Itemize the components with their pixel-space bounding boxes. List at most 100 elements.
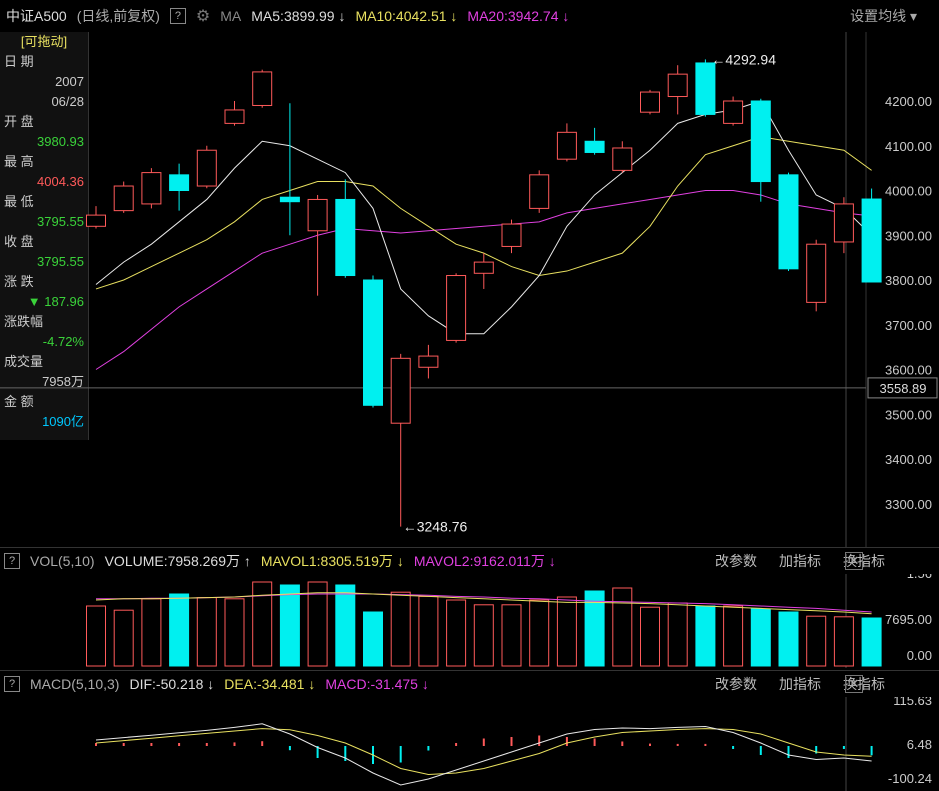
candle [778, 174, 799, 270]
vol-title: VOL(5,10) [30, 553, 95, 569]
macd-params-button[interactable]: 改参数 [715, 676, 757, 692]
candle [833, 203, 854, 243]
candle [307, 198, 328, 232]
macd-close-icon[interactable]: ✕ [845, 675, 863, 693]
macd-dea: DEA:-34.481 ↓ [224, 676, 316, 692]
volume-bar [861, 617, 882, 667]
vol-switch-indicator-button[interactable]: 换指标 [843, 553, 885, 569]
candle [529, 174, 550, 209]
help-icon[interactable]: ? [169, 8, 186, 24]
candle [196, 149, 217, 187]
price-tick-label: 3900.00 [885, 228, 932, 243]
volume-bar [750, 608, 771, 667]
candle [446, 275, 467, 341]
ohlc-info-panel[interactable]: [可拖动] 日 期 2007 06/28 开 盘 3980.93 最 高 400… [0, 32, 89, 440]
price-tick-label: 3600.00 [885, 363, 932, 378]
volume-bar [473, 604, 494, 667]
volume-bar [446, 599, 467, 667]
vol-help-icon[interactable]: ? [4, 553, 20, 569]
pct-label: 涨跌幅 [4, 314, 44, 329]
candle [279, 196, 300, 203]
candle [224, 109, 245, 124]
volume-bar [418, 595, 439, 667]
chart-mode: (日线,前复权) [76, 8, 160, 24]
change-label: 涨 跌 [4, 274, 34, 289]
volume-label: 成交量 [4, 354, 44, 369]
macd-help-icon[interactable]: ? [4, 676, 20, 692]
open-value: 3980.93 [37, 134, 84, 149]
price-tick-label: 4000.00 [885, 184, 932, 199]
vol-params-button[interactable]: 改参数 [715, 553, 757, 569]
price-tick-label: 3700.00 [885, 318, 932, 333]
candle [113, 185, 134, 212]
macd-value: MACD:-31.475 ↓ [325, 676, 429, 692]
high-value: 4004.36 [37, 174, 84, 189]
price-tick-label: 3300.00 [885, 497, 932, 512]
volume-bar [86, 605, 106, 667]
min-price-label: ←3248.76 [403, 519, 468, 535]
vol-add-indicator-button[interactable]: 加指标 [779, 553, 821, 569]
price-tick-label: 3500.00 [885, 407, 932, 422]
price-tick-label: 3800.00 [885, 273, 932, 288]
volume-bar [612, 587, 633, 667]
macd-title: MACD(5,10,3) [30, 676, 120, 692]
low-value: 3795.55 [37, 214, 84, 229]
candle [169, 174, 190, 191]
macd-chart[interactable]: 115.63 6.48 -100.24 [0, 697, 939, 791]
close-value: 3795.55 [37, 254, 84, 269]
volume-bar [113, 609, 134, 667]
mavol1-line [95, 592, 872, 615]
volume-tick-label: 1.56 [907, 574, 932, 581]
crosshair-price-label: 3558.89 [880, 381, 927, 396]
candle [473, 261, 494, 274]
volume-bar [196, 597, 217, 667]
amount-label: 金 额 [4, 394, 34, 409]
volume-header: ? VOL(5,10) VOLUME:7958.269万 ↑ MAVOL1:83… [0, 548, 939, 574]
volume-chart[interactable]: 1.56 7695.00 0.00 [0, 574, 939, 668]
volume-value: 7958万 [42, 374, 84, 389]
candle [612, 147, 633, 171]
volume-bar [169, 593, 190, 667]
volume-bar [556, 596, 577, 667]
volume-bar [335, 584, 356, 667]
vol-mavol2: MAVOL2:9162.011万 ↓ [413, 553, 556, 569]
amount-value: 1090亿 [42, 414, 84, 429]
macd-switch-indicator-button[interactable]: 换指标 [843, 676, 885, 692]
price-chart[interactable]: 4200.00 4100.00 4000.00 3900.00 3800.00 3700.… [0, 32, 939, 547]
vol-mavol1: MAVOL1:8305.519万 ↓ [260, 553, 404, 569]
candle [750, 100, 771, 183]
volume-tick-label: 7695.00 [885, 612, 932, 627]
open-label: 开 盘 [4, 114, 34, 129]
gear-icon[interactable]: ⚙ [195, 8, 211, 25]
volume-bar [806, 615, 827, 667]
price-tick-label: 4100.00 [885, 139, 932, 154]
candle [584, 140, 605, 153]
volume-bar [584, 590, 605, 667]
volume-bar [529, 599, 550, 667]
volume-bar [695, 605, 716, 667]
crosshair-price-box [867, 377, 938, 399]
volume-bar [279, 584, 300, 667]
macd-add-indicator-button[interactable]: 加指标 [779, 676, 821, 692]
volume-bar [833, 616, 854, 667]
volume-bar [640, 606, 660, 667]
candle [695, 62, 716, 115]
vol-volume: VOLUME:7958.269万 ↑ [104, 553, 251, 569]
candle [252, 71, 273, 106]
candle [390, 357, 411, 424]
volume-bar [723, 605, 744, 667]
volume-bar [363, 611, 383, 667]
candle [723, 100, 744, 124]
ma-settings-button[interactable]: 设置均线 ▾ [850, 8, 917, 24]
volume-bar [390, 591, 411, 667]
drag-label[interactable]: [可拖动] [20, 34, 68, 49]
ma20-line [95, 190, 872, 370]
macd-dif: DIF:-50.218 ↓ [129, 676, 215, 692]
vol-close-icon[interactable]: ✕ [845, 552, 863, 570]
pct-value: -4.72% [42, 334, 84, 349]
main-chart-header: 中证A500 (日线,前复权) ? ⚙ MA MA5:3899.99 ↓ MA1… [0, 0, 939, 32]
candle [141, 172, 162, 205]
volume-bar [224, 598, 245, 667]
ma20-value: MA20:3942.74 ↓ [467, 8, 570, 24]
macd-tick-label: -100.24 [888, 771, 932, 786]
